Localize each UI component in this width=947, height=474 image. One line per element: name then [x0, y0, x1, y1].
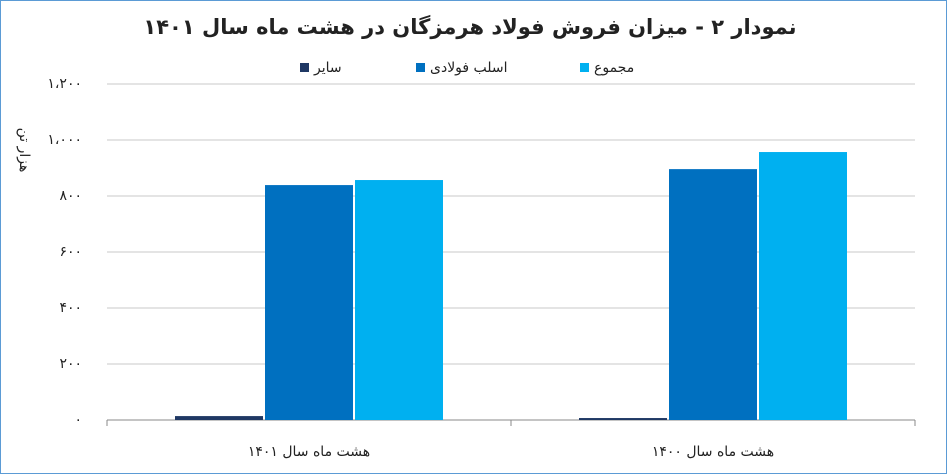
y-tick-label: ۱،۲۰۰: [47, 76, 82, 92]
legend-label: اسلب فولادی: [430, 60, 508, 76]
legend-swatch: [580, 63, 589, 72]
legend-swatch: [416, 63, 425, 72]
y-tick-label: ۸۰۰: [59, 188, 82, 204]
bar: [355, 180, 443, 420]
y-tick-label: ۰: [74, 412, 82, 428]
x-tick-label: هشت ماه سال ۱۴۰۰: [652, 444, 774, 460]
legend-label: سایر: [313, 60, 342, 76]
bar: [175, 416, 263, 420]
y-axis-label: هزار تن: [16, 128, 32, 173]
y-tick-label: ۶۰۰: [59, 244, 82, 260]
y-tick-label: ۲۰۰: [59, 356, 82, 372]
legend-label: مجموع: [594, 60, 634, 76]
bar: [579, 418, 667, 420]
bar: [759, 152, 847, 421]
y-tick-label: ۴۰۰: [59, 300, 82, 316]
chart-title: نمودار ۲ - میزان فروش فولاد هرمزگان در ه…: [143, 14, 796, 39]
legend-swatch: [300, 63, 309, 72]
bar: [265, 185, 353, 420]
x-tick-label: هشت ماه سال ۱۴۰۱: [248, 444, 370, 460]
bar: [669, 169, 757, 420]
y-tick-label: ۱،۰۰۰: [47, 132, 82, 148]
